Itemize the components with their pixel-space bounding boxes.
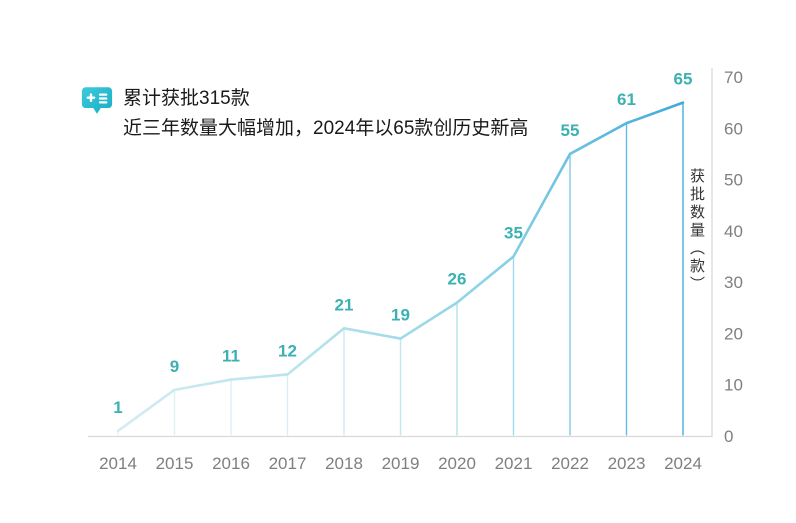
data-label: 61: [617, 90, 636, 109]
y-tick-label: 0: [724, 427, 733, 446]
x-tick-label: 2023: [608, 454, 646, 473]
data-label: 65: [674, 70, 693, 89]
y-tick-label: 70: [724, 68, 743, 87]
x-tick-label: 2020: [438, 454, 476, 473]
book-plus-list-icon: [81, 87, 113, 114]
series-line: [116, 101, 685, 433]
y-tick-label: 20: [724, 324, 743, 343]
data-label: 9: [170, 357, 179, 376]
y-tick-label: 30: [724, 273, 743, 292]
x-tick-label: 2018: [325, 454, 363, 473]
x-tick-label: 2024: [664, 454, 702, 473]
annotation-text: 累计获批315款 近三年数量大幅增加，2024年以65款创历史新高: [123, 84, 528, 144]
y-tick-label: 50: [724, 171, 743, 190]
data-label: 55: [561, 121, 580, 140]
data-label: 1: [113, 398, 122, 417]
data-label: 11: [222, 347, 240, 366]
y-tick-label: 40: [724, 222, 743, 241]
data-label: 12: [278, 341, 297, 360]
y-tick-label: 60: [724, 119, 743, 138]
x-tick-label: 2014: [99, 454, 137, 473]
x-tick-label: 2021: [495, 454, 533, 473]
x-tick-label: 2022: [551, 454, 589, 473]
x-tick-label: 2015: [156, 454, 194, 473]
data-label: 19: [391, 306, 410, 325]
x-tick-label: 2019: [382, 454, 420, 473]
annotation-headline: 累计获批315款: [123, 88, 250, 109]
y-axis-title: 获批数量（款）: [688, 168, 705, 294]
x-tick-label: 2016: [212, 454, 250, 473]
x-tick-label: 2017: [269, 454, 307, 473]
icon-list-line-2: [98, 97, 108, 100]
annotation-subline: 近三年数量大幅增加，2024年以65款创历史新高: [123, 118, 529, 139]
icon-list-line-3: [98, 101, 108, 104]
annotation: 累计获批315款 近三年数量大幅增加，2024年以65款创历史新高: [80, 84, 528, 144]
y-tick-label: 10: [724, 376, 743, 395]
data-label: 26: [448, 270, 467, 289]
data-label: 35: [504, 224, 523, 243]
data-label: 21: [335, 295, 354, 314]
icon-list-line-1: [98, 93, 108, 96]
icon-plus-v: [89, 93, 93, 103]
